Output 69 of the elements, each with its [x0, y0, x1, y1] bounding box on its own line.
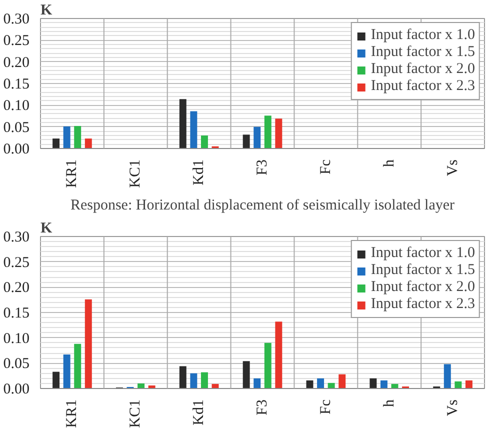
legend-label: Input factor x 2.3 [370, 296, 475, 313]
y-tick-label: 0.05 [3, 120, 30, 136]
bar [84, 299, 92, 388]
x-tick-label: F3 [254, 160, 270, 176]
bar [254, 126, 261, 148]
y-tick-label: 0.30 [3, 12, 30, 28]
bar [242, 134, 250, 148]
y-axis-title: K [40, 220, 52, 236]
bar [338, 374, 346, 388]
bar [465, 380, 472, 388]
bar [275, 322, 282, 388]
bar [264, 116, 272, 148]
y-tick-label: 0.00 [3, 142, 30, 158]
bar [179, 99, 186, 148]
bar [370, 378, 377, 388]
bar [179, 366, 186, 388]
y-tick-label: 0.10 [3, 330, 30, 347]
legend-label: Input factor x 2.3 [370, 78, 475, 95]
bar [264, 342, 272, 388]
bar [190, 373, 198, 388]
x-tick-label: h [381, 159, 398, 167]
x-tick-label: KC1 [128, 159, 144, 188]
x-tick-label: Vs [444, 399, 461, 416]
bar [52, 372, 60, 388]
x-tick-label: KC1 [128, 399, 144, 428]
bar [63, 354, 70, 388]
bar [74, 344, 82, 388]
x-tick-label: Kd1 [191, 159, 208, 186]
y-tick-label: 0.30 [3, 230, 30, 246]
legend-label: Input factor x 2.0 [370, 279, 475, 296]
y-tick-label: 0.10 [3, 98, 30, 114]
y-tick-label: 0.15 [3, 306, 30, 322]
x-tick-label: Fc [318, 159, 334, 174]
bar [63, 126, 70, 148]
x-tick-label: Fc [318, 399, 334, 414]
bar [190, 111, 198, 148]
x-tick-label: F3 [254, 400, 270, 416]
y-tick-label: 0.05 [3, 356, 30, 372]
y-tick-label: 0.25 [3, 254, 30, 271]
y-tick-label: 0.20 [3, 280, 30, 296]
bar [52, 138, 60, 148]
x-tick-label: Kd1 [191, 399, 208, 426]
bar [380, 380, 388, 388]
bar [454, 381, 462, 388]
bar [242, 361, 250, 388]
bar [84, 138, 92, 148]
bar [254, 378, 261, 388]
bar [200, 136, 208, 148]
bar [444, 364, 451, 388]
y-tick-label: 0.15 [3, 76, 30, 92]
bar [317, 378, 324, 388]
bar [275, 118, 282, 148]
x-tick-label: KR1 [64, 399, 80, 428]
bar [200, 372, 208, 388]
legend-label: Input factor x 1.0 [370, 245, 475, 262]
y-tick-label: 0.25 [3, 33, 30, 50]
x-tick-label: KR1 [64, 159, 80, 188]
y-axis-title: K [40, 2, 52, 18]
legend-label: Input factor x 1.5 [370, 44, 475, 61]
bar [328, 382, 335, 388]
legend-label: Input factor x 1.5 [370, 262, 475, 279]
legend-label: Input factor x 2.0 [370, 61, 475, 78]
y-tick-label: 0.20 [3, 54, 30, 71]
text: Response: Horizontal displacement of seismically isolated layer [70, 198, 455, 214]
y-tick-label: 0.00 [3, 382, 30, 398]
x-tick-label: h [381, 399, 398, 407]
legend-label: Input factor x 1.0 [370, 27, 475, 44]
bar [74, 126, 82, 148]
x-tick-label: Vs [444, 159, 461, 176]
